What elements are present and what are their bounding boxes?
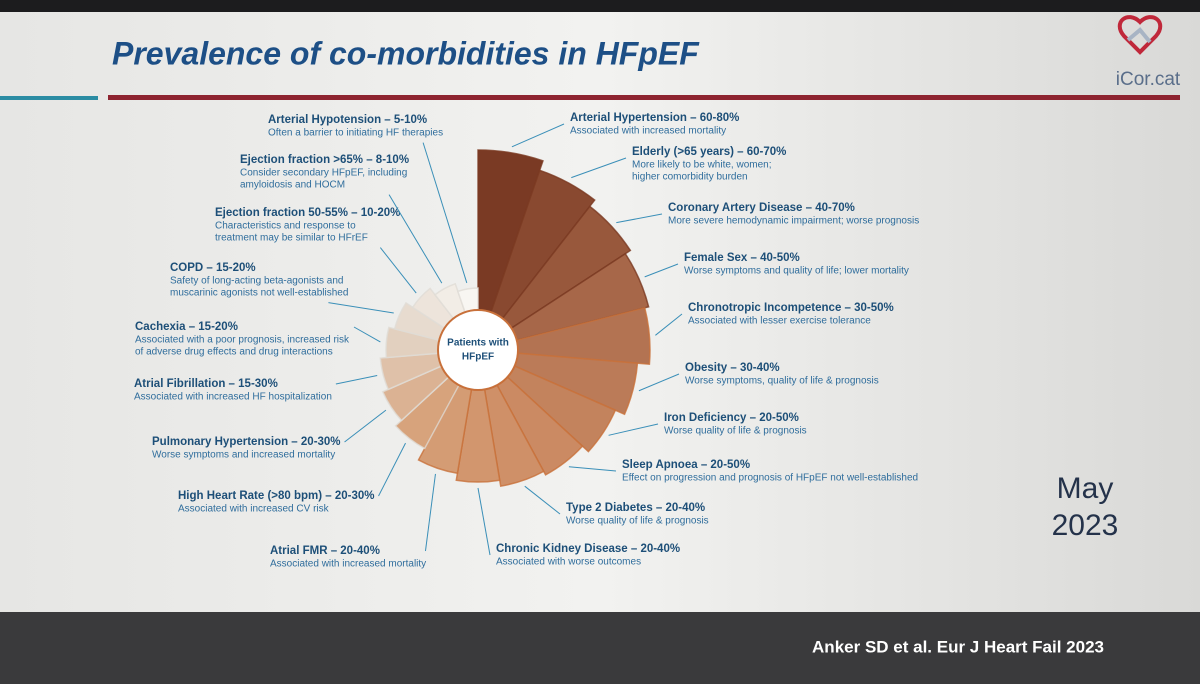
item-label: Obesity – 30-40% Worse symptoms, quality … xyxy=(685,362,879,387)
leader-line xyxy=(655,313,683,336)
item-label: High Heart Rate (>80 bpm) – 20-30% Associ… xyxy=(178,490,375,515)
item-note: Associated with increased mortality xyxy=(570,126,726,137)
center-circle xyxy=(437,309,519,391)
item-label: Chronotropic Incompetence – 30-50% Associ… xyxy=(688,302,894,327)
leader-line xyxy=(511,123,565,148)
item-title: Ejection fraction >65% – 8-10% xyxy=(240,154,409,166)
item-note: muscarinic agonists not well-established xyxy=(170,288,348,299)
item-title: Chronic Kidney Disease – 20-40% xyxy=(496,543,680,555)
accent-line xyxy=(0,96,98,100)
item-note: Worse symptoms and increased mortality xyxy=(152,450,335,461)
logo-text: iCor.cat xyxy=(1116,69,1181,90)
item-note: Associated with increased CV risk xyxy=(178,504,330,515)
item-title: Cachexia – 15-20% xyxy=(135,321,238,333)
item-title: Pulmonary Hypertension – 20-30% xyxy=(152,436,341,448)
item-note: Worse quality of life & prognosis xyxy=(566,516,709,527)
item-label: COPD – 15-20% Safety of long-acting beta-… xyxy=(170,262,348,299)
spiral-diagram: Arterial Hypertension – 60-80% Associated… xyxy=(134,112,919,570)
title: Prevalence of co-morbidities in HFpEF xyxy=(112,35,700,71)
item-note: higher comorbidity burden xyxy=(632,172,748,183)
item-note: Associated with increased mortality xyxy=(270,559,426,570)
item-title: Arterial Hypertension – 60-80% xyxy=(570,112,739,124)
top-frame xyxy=(0,0,1200,12)
leader-line xyxy=(568,466,617,472)
item-note: Worse quality of life & prognosis xyxy=(664,426,807,437)
leader-line xyxy=(608,423,659,436)
leader-line xyxy=(328,302,394,314)
leader-line xyxy=(344,409,387,443)
item-title: Female Sex – 40-50% xyxy=(684,252,800,264)
item-label: Ejection fraction >65% – 8-10% Consider s… xyxy=(240,154,409,191)
item-note: Associated with worse outcomes xyxy=(496,557,641,568)
item-title: Sleep Apnoea – 20-50% xyxy=(622,459,750,471)
item-label: Iron Deficiency – 20-50% Worse quality of… xyxy=(664,412,807,437)
item-note: treatment may be similar to HFrEF xyxy=(215,233,368,244)
item-label: Arterial Hypotension – 5-10% Often a barr… xyxy=(268,114,443,139)
leader-line xyxy=(353,326,381,343)
item-note: Consider secondary HFpEF, including xyxy=(240,168,407,179)
item-title: Coronary Artery Disease – 40-70% xyxy=(668,202,855,214)
item-note: amyloidosis and HOCM xyxy=(240,180,345,191)
item-title: COPD – 15-20% xyxy=(170,262,256,274)
item-label: Chronic Kidney Disease – 20-40% Associate… xyxy=(496,543,680,568)
item-note: Associated with lesser exercise toleranc… xyxy=(688,316,871,327)
leader-line xyxy=(424,473,436,552)
item-note: Characteristics and response to xyxy=(215,221,356,232)
item-title: Elderly (>65 years) – 60-70% xyxy=(632,146,786,158)
leader-line xyxy=(616,213,663,224)
leader-line xyxy=(638,373,680,392)
item-title: High Heart Rate (>80 bpm) – 20-30% xyxy=(178,490,375,502)
item-title: Atrial FMR – 20-40% xyxy=(270,545,380,557)
leader-line xyxy=(379,247,417,294)
leader-line xyxy=(335,375,378,385)
item-label: Female Sex – 40-50% Worse symptoms and qu… xyxy=(684,252,909,277)
leader-line xyxy=(477,487,491,556)
date-year: 2023 xyxy=(1052,509,1119,542)
item-note: of adverse drug effects and drug interac… xyxy=(135,347,333,358)
bottom-frame xyxy=(0,612,1200,684)
item-label: Sleep Apnoea – 20-50% Effect on progressi… xyxy=(622,459,918,484)
center-label: HFpEF xyxy=(462,352,494,363)
citation: Anker SD et al. Eur J Heart Fail 2023 xyxy=(812,637,1104,656)
leader-line xyxy=(524,485,561,515)
item-label: Pulmonary Hypertension – 20-30% Worse sym… xyxy=(152,436,341,461)
item-title: Chronotropic Incompetence – 30-50% xyxy=(688,302,894,314)
item-label: Atrial Fibrillation – 15-30% Associated w… xyxy=(134,378,332,403)
item-note: Associated with a poor prognosis, increa… xyxy=(135,335,350,346)
leader-line xyxy=(388,194,443,284)
item-label: Elderly (>65 years) – 60-70% More likely … xyxy=(632,146,786,183)
item-label: Ejection fraction 50-55% – 10-20% Charact… xyxy=(215,207,400,244)
leader-line xyxy=(644,263,679,278)
item-title: Arterial Hypotension – 5-10% xyxy=(268,114,427,126)
item-label: Cachexia – 15-20% Associated with a poor … xyxy=(135,321,350,358)
item-note: Associated with increased HF hospitaliza… xyxy=(134,392,332,403)
date-month: May xyxy=(1057,472,1114,505)
item-title: Atrial Fibrillation – 15-30% xyxy=(134,378,278,390)
item-title: Obesity – 30-40% xyxy=(685,362,780,374)
item-note: Often a barrier to initiating HF therapi… xyxy=(268,128,443,139)
item-label: Coronary Artery Disease – 40-70% More sev… xyxy=(668,202,919,227)
leader-line xyxy=(422,142,468,284)
item-note: Worse symptoms, quality of life & progno… xyxy=(685,376,879,387)
logo: iCor.cat xyxy=(1116,15,1181,90)
item-label: Arterial Hypertension – 60-80% Associated… xyxy=(570,112,739,137)
item-title: Type 2 Diabetes – 20-40% xyxy=(566,502,705,514)
item-title: Ejection fraction 50-55% – 10-20% xyxy=(215,207,400,219)
divider-line xyxy=(108,95,1180,100)
leader-line xyxy=(571,157,627,179)
center-label: Patients with xyxy=(447,338,509,349)
item-note: Safety of long-acting beta-agonists and xyxy=(170,276,343,287)
item-label: Type 2 Diabetes – 20-40% Worse quality of… xyxy=(566,502,709,527)
item-title: Iron Deficiency – 20-50% xyxy=(664,412,799,424)
item-note: Effect on progression and prognosis of H… xyxy=(622,473,918,484)
item-note: More likely to be white, women; xyxy=(632,160,772,171)
item-note: Worse symptoms and quality of life; lowe… xyxy=(684,266,909,277)
item-note: More severe hemodynamic impairment; wors… xyxy=(668,216,919,227)
leader-line xyxy=(378,442,406,497)
item-label: Atrial FMR – 20-40% Associated with incre… xyxy=(270,545,426,570)
